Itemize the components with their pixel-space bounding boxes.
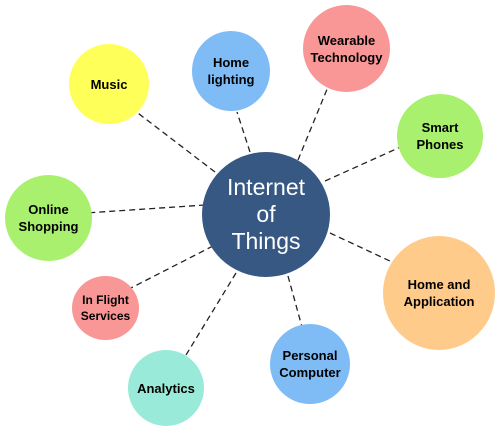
node-smart-phones-label: Smart Phones <box>416 120 464 152</box>
connector-in-flight-services <box>126 245 214 291</box>
node-home-and-application: Home and Application <box>383 236 495 350</box>
connector-smart-phones <box>324 144 406 182</box>
node-wearable-technology: Wearable Technology <box>303 5 390 92</box>
node-online-shopping: Online Shopping <box>5 175 92 261</box>
node-personal-computer-label: Personal Computer <box>279 348 341 380</box>
connector-wearable-technology <box>297 81 331 161</box>
node-personal-computer: Personal Computer <box>270 324 350 404</box>
connector-personal-computer <box>287 275 303 328</box>
connector-analytics <box>185 272 237 356</box>
node-wearable-technology-label: Wearable Technology <box>310 32 383 65</box>
node-music: Music <box>69 44 149 124</box>
node-smart-phones: Smart Phones <box>397 94 483 178</box>
node-home-and-application-label: Home and Application <box>403 277 475 309</box>
node-analytics-label: Analytics <box>137 380 195 396</box>
connector-music <box>129 106 216 173</box>
node-in-flight-services: In Flight Services <box>72 276 139 340</box>
connector-online-shopping <box>85 204 206 214</box>
node-home-lighting: Home lighting <box>192 31 270 111</box>
node-home-lighting-label: Home lighting <box>207 55 255 87</box>
node-in-flight-services-label: In Flight Services <box>80 293 131 323</box>
node-music-label: Music <box>90 76 128 92</box>
center-node: Internet of Things <box>202 152 330 277</box>
connector-home-lighting <box>236 111 251 153</box>
node-analytics: Analytics <box>128 350 204 426</box>
connector-home-and-application <box>329 232 393 263</box>
center-node-label: Internet of Things <box>227 174 305 254</box>
node-online-shopping-label: Online Shopping <box>18 202 79 234</box>
